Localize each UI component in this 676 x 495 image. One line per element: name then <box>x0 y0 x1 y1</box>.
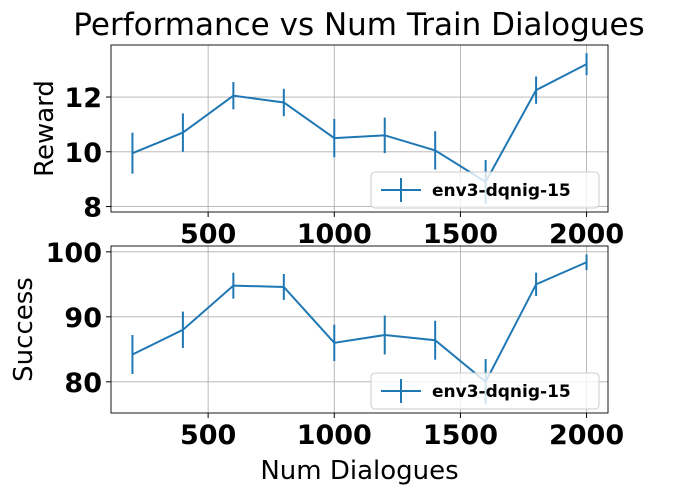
y-tick-label: 90 <box>64 303 102 334</box>
axes-frame <box>110 245 609 414</box>
x-tick-label: 2000 <box>549 420 624 451</box>
y-tick-label: 10 <box>64 138 102 169</box>
y-axis-label: Success <box>9 277 39 382</box>
x-axis-label: Num Dialogues <box>260 456 458 486</box>
x-tick-label: 500 <box>180 219 236 250</box>
y-tick-label: 8 <box>83 193 102 224</box>
legend-label: env3-dqnig-15 <box>432 382 571 402</box>
series-line <box>132 261 587 384</box>
x-tick-label: 1500 <box>423 420 498 451</box>
y-axis-label: Reward <box>30 80 60 177</box>
x-tick-label: 1500 <box>423 219 498 250</box>
reward-panel: 8 10 12 500 1000 1500 2000 Reward env3-dqnig-15 <box>30 44 624 250</box>
x-tick-label: 500 <box>180 420 236 451</box>
chart-title: Performance vs Num Train Dialogues <box>73 7 644 43</box>
x-tick-label: 2000 <box>549 219 624 250</box>
success-panel: 80 90 100 500 1000 1500 2000 Success Num Dialogu… <box>9 238 624 486</box>
legend: env3-dqnig-15 <box>370 171 600 209</box>
series-line <box>132 63 588 184</box>
x-tick-label: 1000 <box>297 219 372 250</box>
legend-label: env3-dqnig-15 <box>432 181 571 201</box>
y-tick-label: 80 <box>64 368 102 399</box>
x-tick-label: 1000 <box>297 420 372 451</box>
legend: env3-dqnig-15 <box>370 372 600 410</box>
y-tick-label: 12 <box>64 83 102 114</box>
axes-frame <box>110 44 609 213</box>
y-tick-label: 100 <box>46 238 102 269</box>
legend-box <box>370 171 600 209</box>
legend-box <box>370 372 600 410</box>
